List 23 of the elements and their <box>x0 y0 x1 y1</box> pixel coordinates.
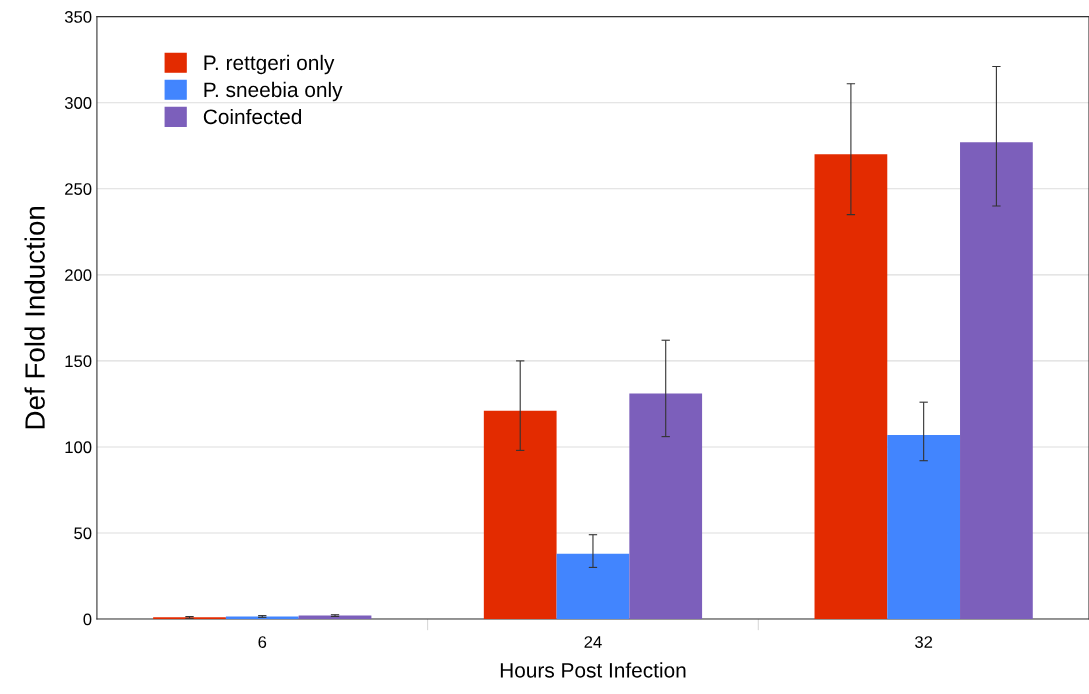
y-tick-label: 50 <box>74 527 92 540</box>
legend-label: P. sneebia only <box>204 81 343 102</box>
bar <box>556 553 630 620</box>
x-tick-label: 24 <box>584 636 602 648</box>
y-tick-label: 0 <box>83 613 92 626</box>
y-axis-title: Def Fold Induction <box>24 206 45 429</box>
y-tick-label: 350 <box>64 11 92 23</box>
bar <box>225 616 299 620</box>
bar <box>887 434 961 620</box>
bar <box>960 142 1033 620</box>
bar <box>814 154 888 620</box>
bar <box>483 410 557 620</box>
legend-label: P. rettgeri only <box>204 54 335 75</box>
y-tick-label: 250 <box>65 183 92 195</box>
x-tick-label: 32 <box>915 636 933 648</box>
bar <box>629 393 703 620</box>
x-tick-label: 6 <box>258 636 267 648</box>
y-tick-label: 150 <box>65 355 92 368</box>
y-tick-label: 100 <box>65 441 92 454</box>
x-axis-title: Hours Post Infection <box>500 662 686 678</box>
y-tick-label: 300 <box>64 97 92 109</box>
legend-label: Coinfected <box>203 108 302 125</box>
y-tick-label: 200 <box>65 269 92 282</box>
